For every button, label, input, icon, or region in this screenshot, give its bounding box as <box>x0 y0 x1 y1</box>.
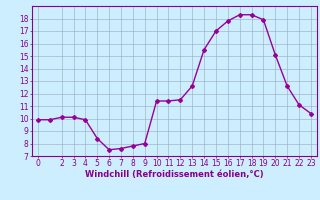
X-axis label: Windchill (Refroidissement éolien,°C): Windchill (Refroidissement éolien,°C) <box>85 170 264 179</box>
